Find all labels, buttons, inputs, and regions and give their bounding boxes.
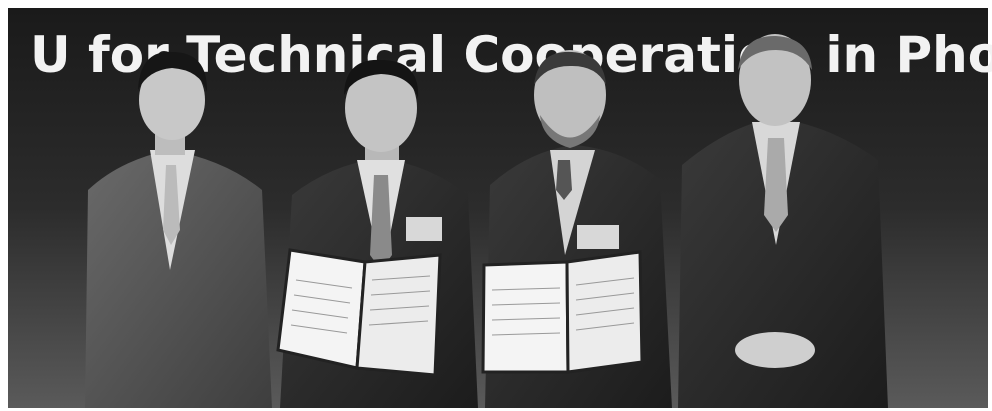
document-folder: [481, 250, 644, 374]
person: [85, 51, 272, 408]
person: [678, 34, 888, 408]
document-folder: [276, 248, 442, 377]
